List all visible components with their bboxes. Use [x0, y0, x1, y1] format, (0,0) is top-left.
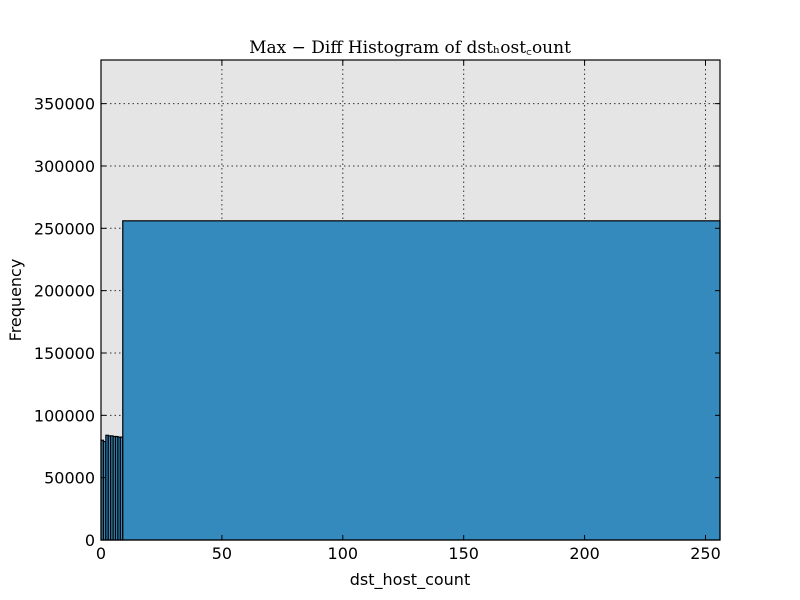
histogram-bar: [122, 220, 721, 541]
x-tick-label: 200: [569, 544, 600, 563]
x-tick-label: 100: [328, 544, 359, 563]
y-tick-label: 350000: [34, 95, 95, 114]
y-tick-label: 100000: [34, 406, 95, 425]
plot-frame: [100, 59, 721, 541]
y-tick-label: 150000: [34, 344, 95, 363]
y-tick-label: 50000: [44, 469, 95, 488]
y-tick-label: 200000: [34, 282, 95, 301]
chart-title: Max − Diff Histogram of dstₕost꜀ount: [249, 38, 571, 58]
x-tick-label: 0: [96, 544, 106, 563]
x-axis-label: dst_host_count: [350, 570, 470, 590]
axis-ticks: 0 50 100 150 200 250 0 50000 100000 150000 200000 2…: [34, 60, 721, 563]
y-tick-label: 300000: [34, 157, 95, 176]
x-tick-label: 150: [448, 544, 479, 563]
bars: [100, 220, 721, 541]
x-tick-label: 50: [212, 544, 232, 563]
x-tick-label: 250: [690, 544, 721, 563]
y-axis-label: Frequency: [6, 259, 25, 342]
y-tick-label: 0: [85, 531, 95, 550]
y-tick-label: 250000: [34, 219, 95, 238]
